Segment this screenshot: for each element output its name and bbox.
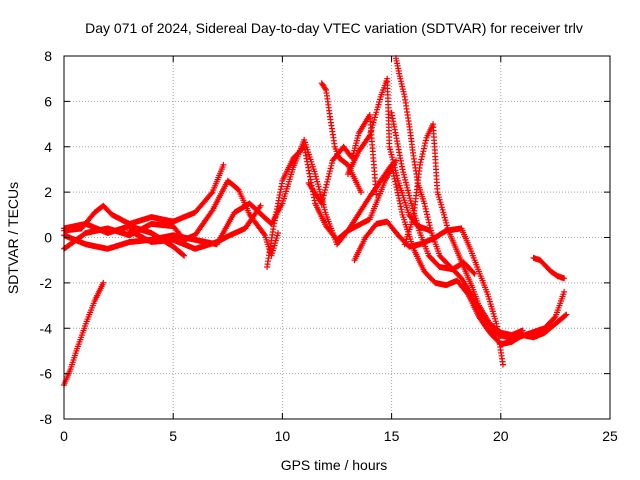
series-arc-14 [388, 109, 478, 277]
series-arc-15 [530, 254, 568, 282]
x-tick-label: 20 [493, 428, 509, 444]
data-point-markers [530, 254, 568, 282]
x-tick-label: 25 [602, 428, 618, 444]
x-tick-label: 5 [169, 428, 177, 444]
y-tick-label: -2 [40, 275, 53, 291]
x-tick-label: 10 [275, 428, 291, 444]
series-arc-6 [126, 202, 264, 252]
y-tick-label: -6 [40, 366, 53, 382]
data-point-markers [401, 121, 526, 339]
chart-title: Day 071 of 2024, Sidereal Day-to-day VTE… [85, 20, 583, 36]
data-points [61, 55, 570, 388]
x-tick-labels: 0 5 10 15 20 25 [60, 428, 618, 444]
x-tick-label: 0 [60, 428, 68, 444]
x-axis-label: GPS time / hours [281, 457, 388, 473]
y-tick-label: 8 [44, 48, 52, 64]
x-tick-label: 15 [384, 428, 400, 444]
data-point-markers [388, 109, 478, 277]
y-tick-label: 4 [44, 139, 52, 155]
y-tick-label: -4 [40, 320, 53, 336]
series-arc-13 [401, 121, 526, 339]
y-tick-label: -8 [40, 411, 53, 427]
y-tick-label: 6 [44, 93, 52, 109]
y-tick-label: 2 [44, 184, 52, 200]
y-axis-label: SDTVAR / TECUs [5, 182, 21, 294]
data-point-markers [126, 202, 264, 252]
y-tick-label: 0 [44, 230, 52, 246]
y-tick-labels: -8 -6 -4 -2 0 2 4 6 8 [40, 48, 53, 427]
axis-ticks [63, 55, 611, 420]
